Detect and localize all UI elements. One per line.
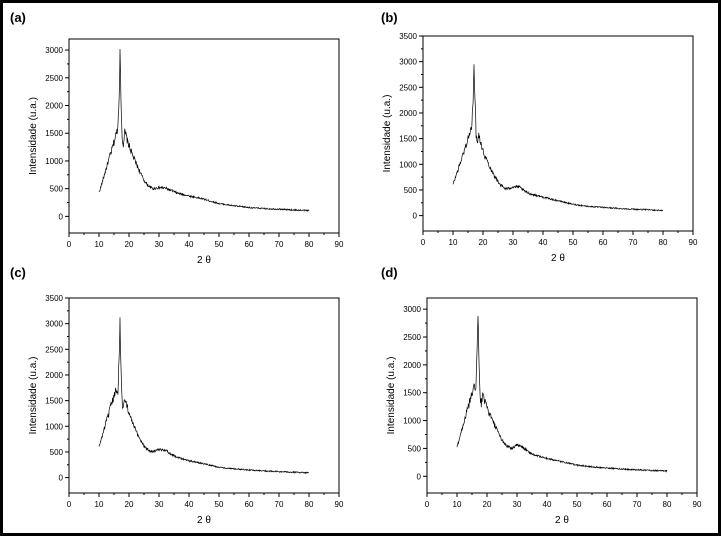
x-tick-label-c: 20 <box>125 500 134 509</box>
x-tick-label-a: 80 <box>305 240 314 249</box>
chart-c: 0 10 20 30 40 50 60 70 80 90 0 500 1000 1500 2000 2500 3… <box>28 294 344 526</box>
x-tick-label-b: 10 <box>449 238 458 247</box>
y-axis-label-a: Intensidade (u.a.) <box>28 97 39 175</box>
x-tick-label-b: 50 <box>569 238 578 247</box>
x-tick-label-c: 90 <box>335 500 344 509</box>
y-tick-label-d: 1500 <box>403 389 421 398</box>
x-tick-label-b: 0 <box>421 238 426 247</box>
x-axis-label-d: 2 θ <box>555 515 569 526</box>
x-tick-label-d: 40 <box>543 500 552 509</box>
x-tick-label-a: 90 <box>335 240 344 249</box>
x-tick-label-b: 80 <box>659 238 668 247</box>
y-tick-label-a: 2000 <box>45 102 63 111</box>
plot-frame-b <box>422 35 694 232</box>
y-tick-label-d: 2500 <box>403 333 421 342</box>
series-line-d <box>456 315 668 473</box>
y-tick-label-d: 2000 <box>403 361 421 370</box>
x-tick-label-b: 90 <box>689 238 698 247</box>
x-tick-label-b: 40 <box>539 238 548 247</box>
y-tick-label-b: 2500 <box>399 83 417 92</box>
chart-a: 0 10 20 30 40 50 60 70 80 90 0 500 1000 1500 2000 2500 3… <box>28 38 344 266</box>
x-tick-label-d: 80 <box>663 500 672 509</box>
y-tick-label-c: 500 <box>50 448 64 457</box>
x-tick-label-d: 60 <box>603 500 612 509</box>
x-tick-label-a: 40 <box>185 240 194 249</box>
panel-label-a: (a) <box>10 10 26 25</box>
panel-b: (b) 0 10 20 30 40 50 60 70 80 90 0 500 1000 1500 2000 2… <box>359 3 717 265</box>
x-tick-label-b: 20 <box>479 238 488 247</box>
y-tick-label-c: 1500 <box>45 397 63 406</box>
panel-label-c: (c) <box>10 265 26 280</box>
y-tick-label-d: 500 <box>408 444 422 453</box>
y-tick-label-b: 0 <box>413 212 418 221</box>
y-tick-label-a: 1000 <box>45 157 63 166</box>
x-tick-label-b: 30 <box>509 238 518 247</box>
x-tick-label-d: 90 <box>693 500 702 509</box>
x-tick-label-a: 50 <box>215 240 224 249</box>
y-tick-label-b: 3500 <box>399 32 417 41</box>
y-tick-label-a: 500 <box>50 185 64 194</box>
series-line-b <box>452 64 664 212</box>
x-tick-label-b: 60 <box>599 238 608 247</box>
x-tick-label-c: 10 <box>95 500 104 509</box>
x-tick-label-d: 20 <box>483 500 492 509</box>
y-axis-label-c: Intensidade (u.a.) <box>28 357 39 435</box>
y-tick-label-c: 2500 <box>45 345 63 354</box>
plot-frame-d <box>426 297 698 494</box>
series-line-c <box>98 317 309 475</box>
x-tick-label-c: 60 <box>245 500 254 509</box>
x-tick-label-c: 0 <box>67 500 72 509</box>
x-tick-label-d: 30 <box>513 500 522 509</box>
y-tick-label-d: 3000 <box>403 305 421 314</box>
y-tick-label-a: 3000 <box>45 46 63 55</box>
x-tick-label-c: 80 <box>305 500 314 509</box>
y-tick-label-a: 1500 <box>45 129 63 138</box>
y-tick-label-c: 1000 <box>45 422 63 431</box>
panel-label-b: (b) <box>381 10 398 25</box>
plot-frame-a <box>68 38 340 234</box>
x-tick-label-d: 10 <box>453 500 462 509</box>
x-tick-label-c: 50 <box>215 500 224 509</box>
y-tick-label-a: 0 <box>59 212 64 221</box>
x-tick-label-d: 0 <box>425 500 430 509</box>
x-tick-label-a: 20 <box>125 240 134 249</box>
chart-b: 0 10 20 30 40 50 60 70 80 90 0 500 1000 1500 2000 2500 3… <box>382 32 698 264</box>
chart-d: 0 10 20 30 40 50 60 70 80 90 0 500 1000 1500 2000 2500 3… <box>386 297 702 526</box>
y-tick-label-a: 2500 <box>45 74 63 83</box>
x-tick-label-a: 30 <box>155 240 164 249</box>
y-tick-label-b: 3000 <box>399 58 417 67</box>
x-tick-label-a: 10 <box>95 240 104 249</box>
y-tick-label-c: 0 <box>59 474 64 483</box>
x-tick-label-d: 50 <box>573 500 582 509</box>
x-tick-label-a: 60 <box>245 240 254 249</box>
panel-d: (d) 0 10 20 30 40 50 60 70 80 90 0 500 1000 1500 2000 2… <box>359 265 717 531</box>
panel-c: (c) 0 10 20 30 40 50 60 70 80 90 0 500 1000 1500 2000 2… <box>3 265 359 531</box>
y-tick-label-d: 1000 <box>403 417 421 426</box>
y-tick-label-c: 3000 <box>45 320 63 329</box>
panel-a: (a) 0 10 20 30 40 50 60 70 80 90 0 500 1000 1500 2000 2… <box>3 3 359 266</box>
x-tick-label-a: 0 <box>67 240 72 249</box>
y-tick-label-b: 500 <box>404 186 418 195</box>
panel-label-d: (d) <box>381 265 398 280</box>
series-line-a <box>98 49 310 213</box>
x-tick-label-a: 70 <box>275 240 284 249</box>
x-tick-label-d: 70 <box>633 500 642 509</box>
y-tick-label-b: 1000 <box>399 160 417 169</box>
y-axis-label-b: Intensidade (u.a.) <box>382 95 393 173</box>
x-axis-label-c: 2 θ <box>197 515 211 526</box>
x-axis-label-a: 2 θ <box>197 255 211 265</box>
y-tick-label-b: 1500 <box>399 135 417 144</box>
x-tick-label-c: 40 <box>185 500 194 509</box>
y-tick-label-d: 0 <box>417 472 422 481</box>
x-tick-label-c: 70 <box>275 500 284 509</box>
y-axis-label-d: Intensidade (u.a.) <box>386 357 397 435</box>
x-tick-label-b: 70 <box>629 238 638 247</box>
x-axis-label-b: 2 θ <box>551 253 565 264</box>
y-tick-label-c: 2000 <box>45 371 63 380</box>
y-tick-label-b: 2000 <box>399 109 417 118</box>
y-tick-label-c: 3500 <box>45 294 63 303</box>
x-tick-label-c: 30 <box>155 500 164 509</box>
